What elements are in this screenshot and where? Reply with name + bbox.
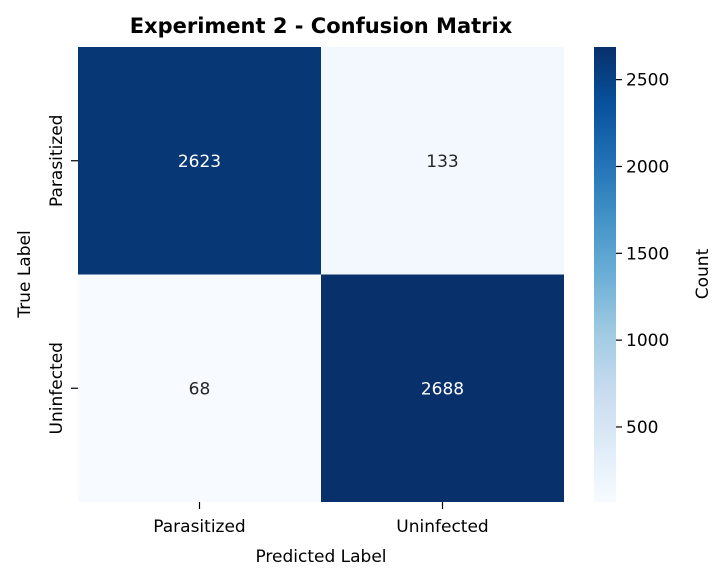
- chart-title: Experiment 2 - Confusion Matrix: [130, 14, 513, 38]
- colorbar-tick-label: 2000: [626, 157, 669, 177]
- heatmap-cell: [78, 47, 321, 275]
- heatmap-cell: [78, 274, 321, 502]
- x-axis-ticks: Parasitized Uninfected: [153, 502, 489, 537]
- y-tick-label: Uninfected: [47, 342, 67, 434]
- x-axis-label: Predicted Label: [255, 547, 386, 567]
- cell-value-label: 2688: [421, 379, 464, 399]
- colorbar-label: Count: [693, 248, 713, 299]
- y-axis-label: True Label: [15, 230, 35, 318]
- colorbar-ticks: 500 1000 1500 2000 2500: [616, 71, 669, 438]
- colorbar-tick-label: 1500: [626, 244, 669, 264]
- cell-value-label: 133: [426, 152, 458, 172]
- x-tick-label: Parasitized: [153, 517, 245, 537]
- colorbar-tick-label: 2500: [626, 71, 669, 91]
- y-tick-label: Parasitized: [47, 115, 67, 207]
- y-axis-ticks: Parasitized Uninfected: [47, 115, 78, 434]
- heatmap-cell: [321, 274, 564, 502]
- colorbar: [594, 47, 616, 502]
- heatmap-cells: 2623 133 68 2688: [78, 47, 564, 502]
- cell-value-label: 2623: [178, 152, 221, 172]
- colorbar-tick-label: 1000: [626, 331, 669, 351]
- cell-value-label: 68: [189, 379, 211, 399]
- colorbar-tick-label: 500: [626, 418, 658, 438]
- heatmap-cell: [321, 47, 564, 275]
- x-tick-label: Uninfected: [396, 517, 488, 537]
